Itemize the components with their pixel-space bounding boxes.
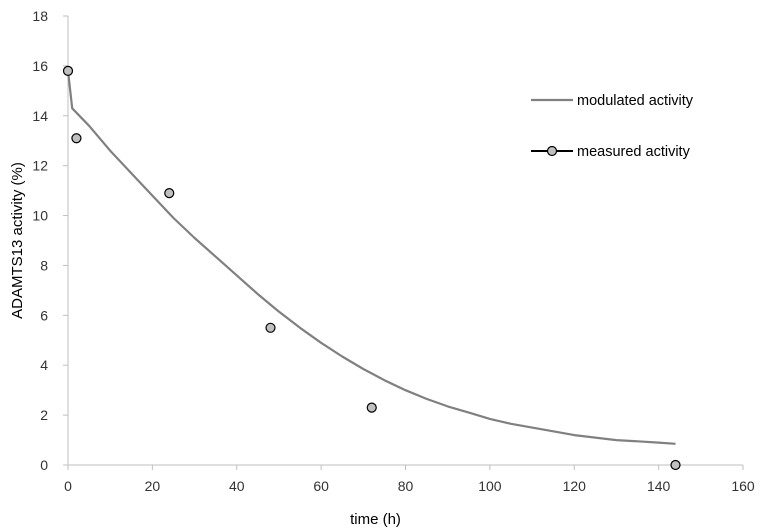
series-line-modulated-activity [66, 70, 676, 445]
data-point-measured-activity [164, 188, 175, 199]
legend-label-measured-activity: measured activity [577, 144, 691, 160]
x-tick-label: 160 [731, 478, 755, 494]
y-tick-label: 4 [40, 357, 48, 373]
x-tick-label: 0 [64, 478, 72, 494]
legend-label-modulated-activity: modulated activity [577, 93, 694, 109]
plot-area [62, 65, 681, 471]
x-tick-label: 40 [229, 478, 245, 494]
x-tick-label: 20 [145, 478, 161, 494]
data-point-measured-activity [265, 322, 276, 333]
y-axis-title: ADAMTS13 activity (%) [9, 162, 26, 319]
x-tick-label: 140 [647, 478, 671, 494]
y-tick-label: 0 [40, 457, 48, 473]
y-tick-label: 16 [32, 58, 48, 74]
data-point-measured-activity [366, 402, 377, 413]
y-tick-label: 14 [32, 108, 48, 124]
x-tick-label: 100 [478, 478, 502, 494]
legend-swatch-measured-activity-marker [546, 145, 558, 157]
x-axis-title: time (h) [350, 511, 401, 528]
x-tick-label: 80 [398, 478, 414, 494]
y-tick-label: 8 [40, 257, 48, 273]
x-tick-label: 120 [563, 478, 587, 494]
x-tick-label: 60 [313, 478, 329, 494]
y-tick-label: 18 [32, 8, 48, 24]
y-tick-label: 12 [32, 158, 48, 174]
data-point-measured-activity [71, 133, 82, 144]
axes: 0 2 4 6 8 10 12 14 16 18 0 20 40 60 80 100 120 140 160 [32, 8, 754, 494]
data-point-measured-activity [62, 65, 74, 76]
y-tick-label: 10 [32, 208, 48, 224]
data-point-measured-activity [670, 459, 681, 471]
legend: modulated activity measured activity [531, 93, 694, 160]
y-tick-label: 6 [40, 307, 48, 323]
y-tick-label: 2 [40, 407, 48, 423]
